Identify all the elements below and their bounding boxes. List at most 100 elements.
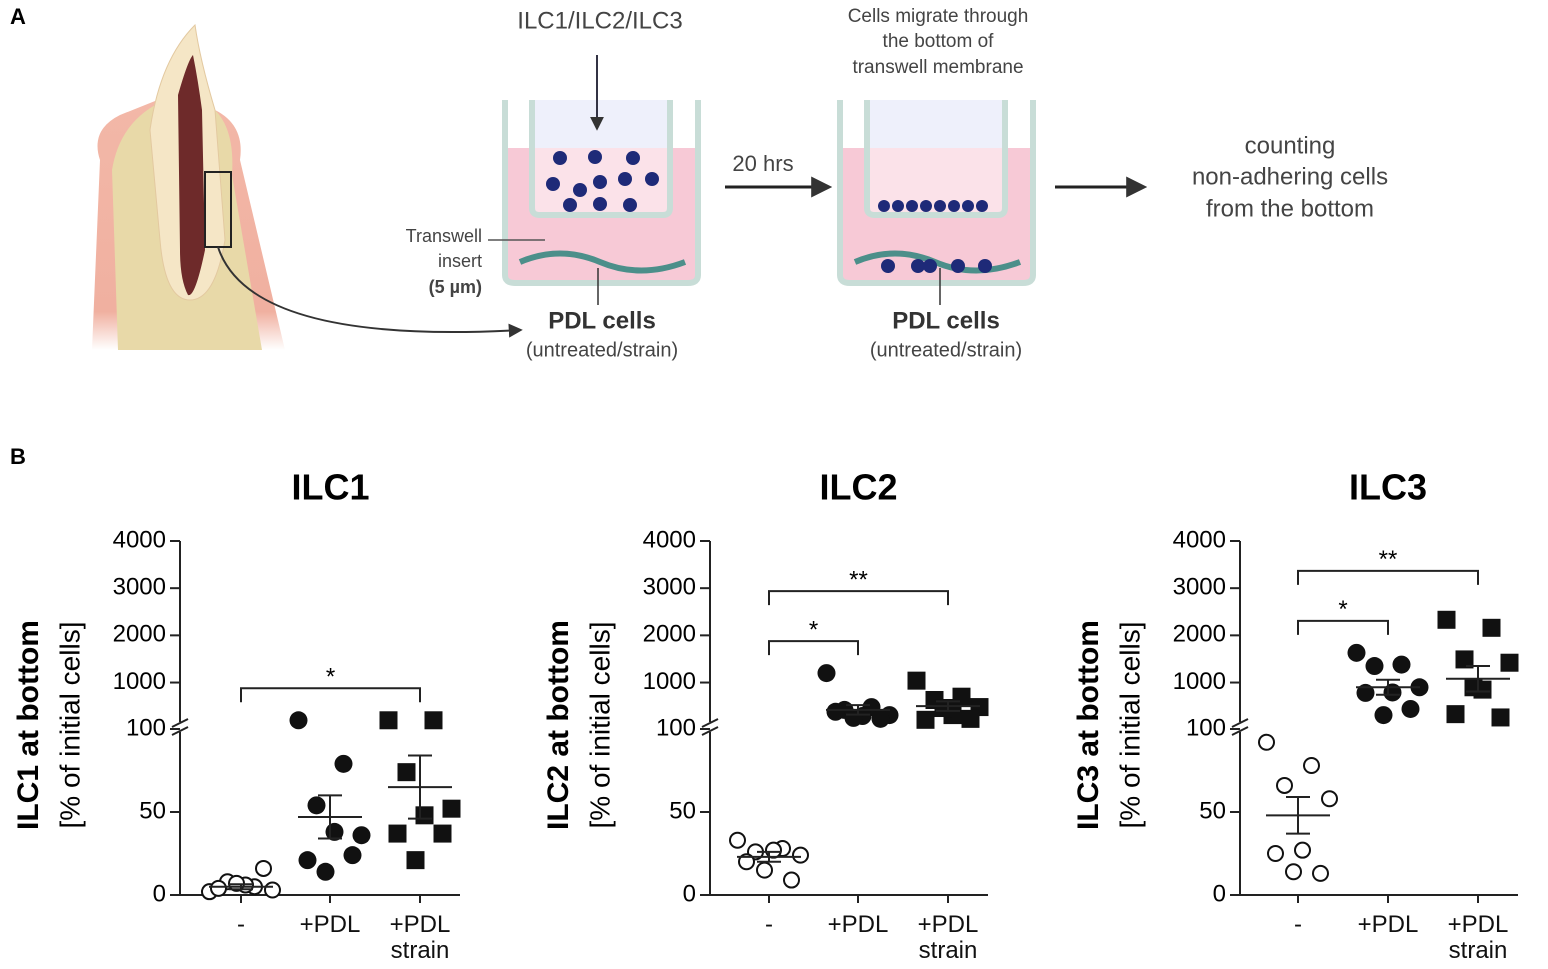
y-axis-label: [% of initial cells] [584, 622, 615, 829]
insert-label: insert [438, 251, 482, 271]
y-axis-label: ILC1 at bottom [12, 620, 45, 830]
point [738, 853, 755, 871]
y-axis-label: [% of initial cells] [54, 622, 85, 829]
y-tick-label: 2000 [643, 621, 696, 648]
panel-label: A [10, 4, 26, 29]
y-tick-label: 2000 [113, 621, 166, 648]
y-tick-label: 100 [126, 714, 166, 741]
y-tick-label: 0 [153, 880, 166, 907]
y-tick-label: 50 [139, 797, 166, 824]
point [1276, 776, 1293, 794]
significance-bracket [1297, 619, 1389, 635]
note: Cells migrate through [848, 6, 1029, 27]
y-tick-label: 4000 [643, 526, 696, 553]
significance-bracket [240, 687, 421, 703]
readout: from the bottom [1206, 195, 1374, 222]
readout: counting [1245, 132, 1336, 159]
x-tick-label: +PDL strain [1447, 911, 1509, 965]
point [1437, 610, 1456, 629]
point [424, 711, 443, 730]
y-tick-label: 0 [683, 880, 696, 907]
point [1347, 643, 1366, 662]
point [1267, 845, 1284, 862]
point [379, 711, 398, 730]
significance-label: * [809, 616, 818, 643]
point [415, 806, 434, 825]
x-tick-label: +PDL [1357, 911, 1419, 938]
axis-break [1231, 726, 1249, 736]
significance-label: ** [1379, 546, 1398, 573]
time-label: 20 hrs [732, 151, 793, 176]
y-tick-label: 0 [1213, 880, 1226, 907]
readout: non-adhering cells [1192, 163, 1388, 190]
axis-break [171, 726, 189, 736]
transwell [837, 100, 1036, 305]
point [343, 846, 362, 865]
x-tick-label: - [237, 911, 245, 938]
x-tick-label: +PDL [827, 911, 889, 938]
y-tick-label: 1000 [113, 668, 166, 695]
point [844, 708, 863, 727]
point [729, 831, 746, 849]
significance-label: * [1338, 596, 1347, 623]
cells-label: PDL cells [892, 307, 1000, 334]
point [388, 824, 407, 843]
y-tick-label: 50 [669, 797, 696, 824]
significance-bracket [768, 590, 949, 606]
point [817, 664, 836, 683]
y-tick-label: 100 [1186, 714, 1226, 741]
x-tick-label: +PDL strain [389, 911, 451, 965]
y-tick-label: 4000 [1173, 526, 1226, 553]
axis-break [701, 718, 719, 728]
x-tick-label: +PDL [299, 911, 361, 938]
point [1312, 864, 1329, 882]
point [264, 881, 281, 899]
point [1500, 653, 1519, 672]
point [1294, 841, 1311, 859]
point [871, 709, 890, 728]
point [1446, 705, 1465, 724]
note: transwell membrane [852, 57, 1023, 78]
y-axis-label: ILC2 at bottom [542, 620, 575, 830]
y-tick-label: 1000 [643, 668, 696, 695]
point [1392, 655, 1411, 674]
axis-break [1231, 718, 1249, 728]
x-tick-label: - [1294, 911, 1302, 938]
point [826, 702, 845, 721]
chart-title: ILC3 [1349, 467, 1427, 508]
y-tick-label: 1000 [1173, 668, 1226, 695]
point [1464, 678, 1483, 697]
point [1401, 699, 1420, 718]
y-tick-label: 4000 [113, 526, 166, 553]
point [406, 851, 425, 870]
point [952, 687, 971, 706]
point [1365, 657, 1384, 676]
point [907, 671, 926, 690]
cells-label: PDL cells [548, 307, 656, 334]
point [1303, 757, 1320, 775]
note: the bottom of [883, 31, 995, 52]
point [1356, 683, 1375, 702]
point [210, 879, 227, 897]
point [1321, 790, 1338, 808]
point [397, 763, 416, 782]
point [1374, 706, 1393, 725]
significance-bracket [768, 640, 859, 656]
tooth-illustration [92, 23, 523, 350]
axis-break [701, 726, 719, 736]
point [255, 859, 272, 877]
point [298, 851, 317, 870]
y-axis-label: [% of initial cells] [1114, 622, 1145, 829]
point [792, 846, 809, 864]
point [756, 861, 773, 879]
y-axis-label: ILC3 at bottom [1072, 620, 1105, 830]
insert-label: (5 µm) [429, 277, 482, 297]
point [334, 754, 353, 773]
panel-label: B [10, 444, 26, 469]
point [916, 710, 935, 729]
x-tick-label: +PDL strain [917, 911, 979, 965]
chart-title: ILC2 [819, 467, 897, 508]
point [1482, 618, 1501, 637]
point [433, 824, 452, 843]
